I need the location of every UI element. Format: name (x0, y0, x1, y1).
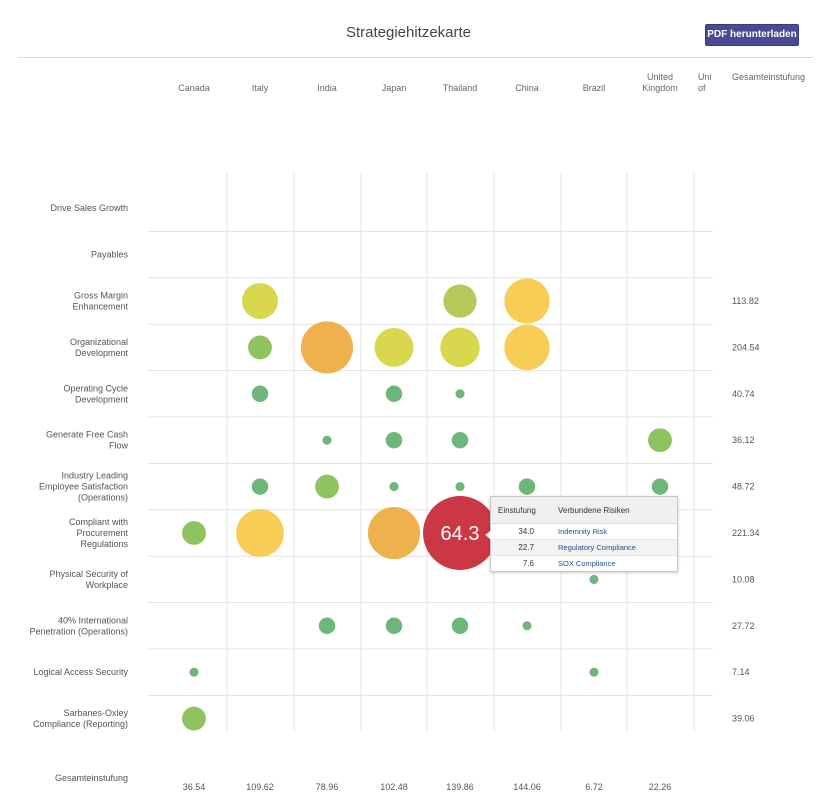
bubble[interactable] (385, 431, 403, 449)
bubble[interactable] (443, 284, 477, 318)
row-total: 10.08 (732, 574, 755, 584)
row-label: Compliant with Procurement Regulations (69, 517, 129, 549)
column-total: 36.54 (183, 782, 206, 792)
tooltip-score: 7.6 (522, 559, 534, 568)
bubble[interactable] (300, 321, 354, 374)
bubble-highlighted[interactable] (423, 496, 497, 570)
bubble[interactable] (451, 431, 469, 449)
tooltip-row: 22.7 Regulatory Compliance (491, 540, 677, 556)
bubble[interactable] (385, 617, 403, 635)
bubble[interactable] (242, 283, 278, 319)
row-total: 204.54 (732, 342, 760, 352)
tooltip-row: 7.6 SOX Compliance (491, 556, 677, 571)
row-label: Gross Margin Enhancement (72, 291, 128, 312)
risk-tooltip: Einstufung Verbundene Risiken 34.0 Indem… (485, 496, 678, 572)
bubble[interactable] (440, 327, 480, 368)
tooltip-arrow (485, 530, 492, 540)
row-label: 40% International Penetration (Operations… (29, 615, 128, 636)
row-total: 40.74 (732, 389, 755, 399)
bubble[interactable] (451, 617, 469, 635)
row-label: Drive Sales Growth (50, 203, 128, 213)
bubble[interactable] (522, 621, 532, 631)
bubble[interactable] (518, 478, 536, 495)
total-column-header: Gesamteinstufung (732, 72, 805, 82)
row-total: 36.12 (732, 435, 755, 445)
column-header: Italy (252, 83, 269, 93)
bubble[interactable] (385, 385, 403, 403)
bubble[interactable] (389, 482, 399, 492)
bubble[interactable] (589, 667, 599, 677)
column-total: 78.96 (316, 782, 339, 792)
column-total: 22.26 (649, 782, 672, 792)
column-header: Canada (178, 83, 210, 93)
tooltip-risk-link[interactable]: Regulatory Compliance (558, 543, 636, 552)
bubble[interactable] (374, 327, 414, 367)
tooltip-header-score: Einstufung (498, 505, 536, 515)
bubble[interactable] (251, 385, 269, 403)
bubble[interactable] (182, 521, 206, 545)
bubble-layer: 64.3 (182, 278, 672, 731)
row-total: 27.72 (732, 621, 755, 631)
column-header: United Kingdom (642, 72, 678, 93)
bubble[interactable] (455, 482, 465, 492)
bubble[interactable] (236, 509, 284, 557)
column-header: Japan (382, 83, 407, 93)
column-header: Brazil (583, 83, 606, 93)
column-header: Thailand (443, 83, 478, 93)
row-label: Sarbanes-Oxley Compliance (Reporting) (33, 708, 129, 729)
column-header: India (317, 83, 337, 93)
tooltip-risk-link[interactable]: SOX Compliance (558, 559, 616, 568)
column-header: China (515, 83, 539, 93)
bubble[interactable] (182, 706, 206, 731)
row-total: 221.34 (732, 528, 760, 538)
column-total: 144.06 (513, 782, 541, 792)
row-total: 48.72 (732, 482, 755, 492)
bubble[interactable] (315, 474, 339, 499)
bubble[interactable] (251, 478, 269, 495)
bubble[interactable] (589, 574, 599, 584)
row-label: Organizational Development (70, 337, 129, 358)
row-label: Industry Leading Employee Satisfaction (Op… (39, 471, 128, 503)
row-label: Generate Free Cash Flow (46, 430, 129, 451)
column-total-label: Gesamteinstufung (55, 773, 128, 783)
tooltip-row: 34.0 Indemnity Risk (491, 524, 677, 540)
bubble[interactable] (648, 428, 672, 453)
tooltip-score: 34.0 (518, 527, 534, 536)
column-total: 139.86 (446, 782, 474, 792)
tooltip-header-risks: Verbundene Risiken (558, 505, 630, 515)
tooltip-header: Einstufung Verbundene Risiken (491, 497, 677, 524)
bubble[interactable] (455, 389, 465, 399)
column-total: 102.48 (380, 782, 408, 792)
row-label: Physical Security of Workplace (49, 569, 128, 590)
pdf-download-button[interactable]: PDF herunterladen (705, 24, 799, 46)
bubble[interactable] (318, 617, 336, 635)
row-total: 113.82 (732, 296, 759, 306)
bubble-value-label: 64.3 (441, 523, 480, 545)
header-divider (18, 57, 813, 58)
column-total: 109.62 (246, 782, 274, 792)
tooltip-score: 22.7 (518, 543, 534, 552)
bubble[interactable] (651, 478, 669, 495)
bubble[interactable] (504, 278, 550, 324)
tooltip-risk-link[interactable]: Indemnity Risk (558, 527, 608, 536)
column-total: 6.72 (585, 782, 603, 792)
row-total: 39.06 (732, 714, 755, 724)
row-total: 7.14 (732, 667, 750, 677)
page-title: Strategiehitzekarte (345, 24, 472, 41)
row-label: Operating Cycle Development (63, 383, 128, 404)
row-label: Logical Access Security (33, 667, 128, 677)
bubble[interactable] (248, 335, 272, 360)
bubble[interactable] (189, 667, 199, 677)
column-header: Uni of (698, 72, 712, 93)
bubble[interactable] (322, 435, 332, 445)
row-label: Payables (91, 250, 129, 260)
bubble[interactable] (504, 324, 550, 371)
bubble[interactable] (367, 506, 421, 560)
